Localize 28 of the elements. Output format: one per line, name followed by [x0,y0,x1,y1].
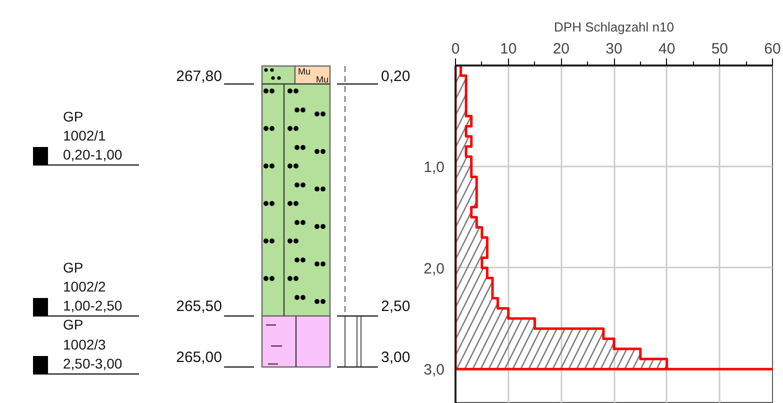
text: 267,80 [176,68,222,85]
x-tick-label: 50 [711,40,728,58]
text: 0,20-1,00 [63,146,122,163]
x-tick-label: 10 [500,40,517,58]
text: 0,20 [381,68,410,85]
x-axis-title: DPH Schlagzahl n10 [554,20,674,34]
text: 1002/1 [63,128,106,144]
text: 1002/3 [63,336,106,353]
x-tick-label: 30 [606,40,622,58]
text: 1,00-2,50 [63,298,122,314]
x-tick-label: 20 [552,40,570,58]
y-tick-label: 2,0 [424,260,445,278]
x-tick-label: 60 [764,40,781,58]
text: 3,00 [381,348,410,366]
text: 2,50-3,00 [63,356,122,372]
text: 1002/2 [63,278,106,295]
x-tick-label: 40 [658,40,676,58]
text: 265,00 [176,348,222,366]
text: 265,50 [176,298,222,315]
x-tick-label: 0 [451,40,460,58]
text: Mu [298,66,311,76]
text: GP [63,316,84,333]
y-tick-label: 3,0 [424,362,445,379]
text: GP [63,108,84,125]
text: Mu [316,74,329,84]
text: GP [63,260,84,276]
text: 2,50 [381,298,410,315]
y-tick-label: 1,0 [424,159,445,176]
